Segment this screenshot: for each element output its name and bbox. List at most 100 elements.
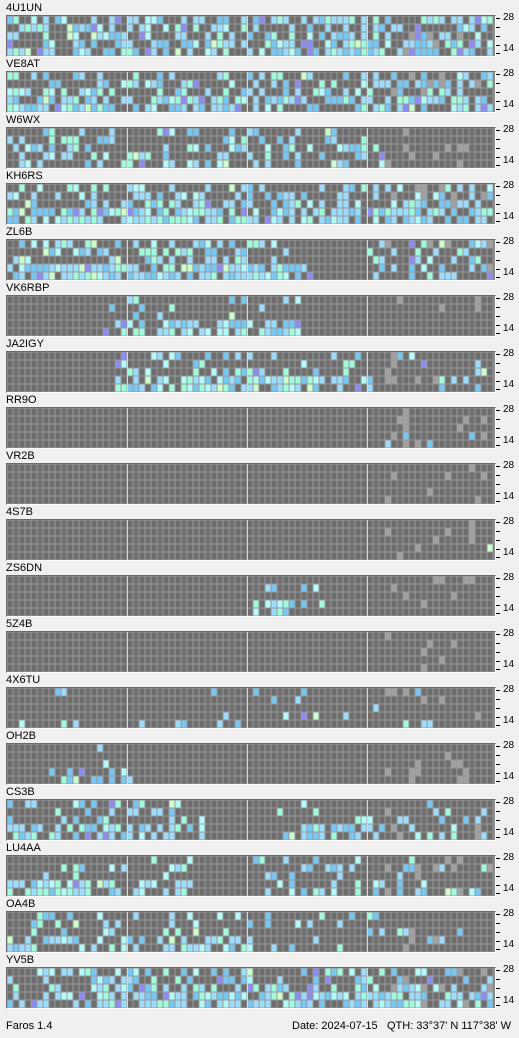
propagation-grid[interactable] (6, 799, 496, 841)
scale-tick (496, 717, 500, 718)
scale-tick (496, 876, 500, 877)
band-scale: 28 14 (496, 628, 519, 673)
scale-tick (496, 802, 500, 803)
scale-label-bottom: 14 (503, 603, 515, 614)
scale-label-top: 28 (503, 292, 515, 303)
propagation-grid[interactable] (6, 463, 496, 505)
scale-tick (496, 557, 500, 558)
propagation-grid[interactable] (6, 71, 496, 113)
scale-tick (496, 781, 500, 782)
scale-tick (496, 466, 500, 467)
scale-tick (496, 213, 500, 214)
propagation-grid[interactable] (6, 575, 496, 617)
beacon-callsign: LU4AA (6, 842, 41, 854)
scale-tick (496, 419, 500, 420)
scale-tick (496, 186, 500, 187)
propagation-grid-cells (7, 128, 493, 168)
band-scale: 28 14 (496, 965, 519, 1009)
beacon-panel: ZS6DN 28 14 (0, 561, 519, 617)
beacon-callsign: 5Z4B (6, 618, 33, 630)
scale-tick (496, 475, 500, 476)
propagation-grid[interactable] (6, 687, 496, 729)
beacon-panel: VK6RBP 28 14 (0, 281, 519, 337)
scale-tick (496, 45, 500, 46)
beacon-panel: W6WX 28 14 (0, 113, 519, 169)
beacon-panel: VE8AT 28 14 (0, 57, 519, 113)
propagation-grid[interactable] (6, 15, 496, 57)
beacon-callsign: RR9O (6, 394, 37, 406)
scale-tick (496, 101, 500, 102)
scale-tick (496, 36, 500, 37)
scale-label-top: 28 (503, 348, 515, 359)
propagation-grid[interactable] (6, 295, 496, 337)
scale-tick (496, 372, 500, 373)
scale-tick (496, 74, 500, 75)
propagation-grid[interactable] (6, 407, 496, 449)
scale-label-top: 28 (503, 12, 515, 23)
scale-tick (496, 139, 500, 140)
band-scale: 28 14 (496, 69, 519, 113)
scale-tick (496, 578, 500, 579)
scale-tick (496, 260, 500, 261)
scale-tick (496, 242, 500, 243)
propagation-grid-cells (7, 72, 493, 112)
band-scale: 28 14 (496, 852, 519, 897)
beacon-panel: OA4B 28 14 (0, 897, 519, 953)
band-scale: 28 14 (496, 181, 519, 225)
propagation-grid[interactable] (6, 351, 496, 393)
beacon-panel: YV5B 28 14 (0, 953, 519, 1009)
propagation-grid-cells (7, 968, 493, 1008)
propagation-grid[interactable] (6, 519, 496, 561)
scale-tick (496, 221, 500, 222)
scale-label-bottom: 14 (503, 995, 515, 1006)
propagation-grid[interactable] (6, 967, 496, 1009)
scale-label-top: 28 (503, 236, 515, 247)
beacon-callsign: OA4B (6, 898, 36, 910)
propagation-grid-cells (7, 296, 493, 336)
beacon-callsign: JA2IGY (6, 338, 44, 350)
beacon-panel: VR2B 28 14 (0, 449, 519, 505)
propagation-grid[interactable] (6, 855, 496, 897)
propagation-grid[interactable] (6, 743, 496, 785)
scale-tick (496, 195, 500, 196)
propagation-grid[interactable] (6, 127, 496, 169)
scale-tick (496, 269, 500, 270)
band-scale: 28 14 (496, 572, 519, 617)
scale-label-top: 28 (503, 628, 515, 639)
propagation-grid[interactable] (6, 631, 496, 673)
scale-tick (496, 251, 500, 252)
propagation-grid[interactable] (6, 183, 496, 225)
beacon-callsign: KH6RS (6, 170, 43, 182)
band-scale: 28 14 (496, 517, 519, 561)
scale-tick (496, 885, 500, 886)
scale-tick (496, 773, 500, 774)
scale-tick (496, 634, 500, 635)
propagation-grid[interactable] (6, 239, 496, 281)
propagation-grid-cells (7, 240, 493, 280)
scale-tick (496, 325, 500, 326)
scale-tick (496, 811, 500, 812)
band-scale: 28 14 (496, 405, 519, 449)
scale-label-top: 28 (503, 572, 515, 583)
scale-tick (496, 27, 500, 28)
propagation-grid[interactable] (6, 911, 496, 953)
scale-tick (496, 18, 500, 19)
status-bar: Faros 1.4 Date: 2024-07-15 QTH: 33°37' N… (0, 1014, 519, 1038)
scale-tick (496, 755, 500, 756)
scale-label-top: 28 (503, 852, 515, 863)
beacon-panel: 4X6TU 28 14 (0, 673, 519, 729)
scale-tick (496, 970, 500, 971)
scale-label-bottom: 14 (503, 379, 515, 390)
scale-tick (496, 941, 500, 942)
band-scale: 28 14 (496, 236, 519, 281)
scale-tick (496, 445, 500, 446)
propagation-grid-cells (7, 912, 493, 952)
propagation-grid-cells (7, 464, 493, 504)
scale-tick (496, 829, 500, 830)
scale-label-bottom: 14 (503, 99, 515, 110)
scale-label-bottom: 14 (503, 491, 515, 502)
beacon-panel: OH2B 28 14 (0, 729, 519, 785)
scale-tick (496, 643, 500, 644)
propagation-grid-cells (7, 408, 493, 448)
beacon-panel: JA2IGY 28 14 (0, 337, 519, 393)
